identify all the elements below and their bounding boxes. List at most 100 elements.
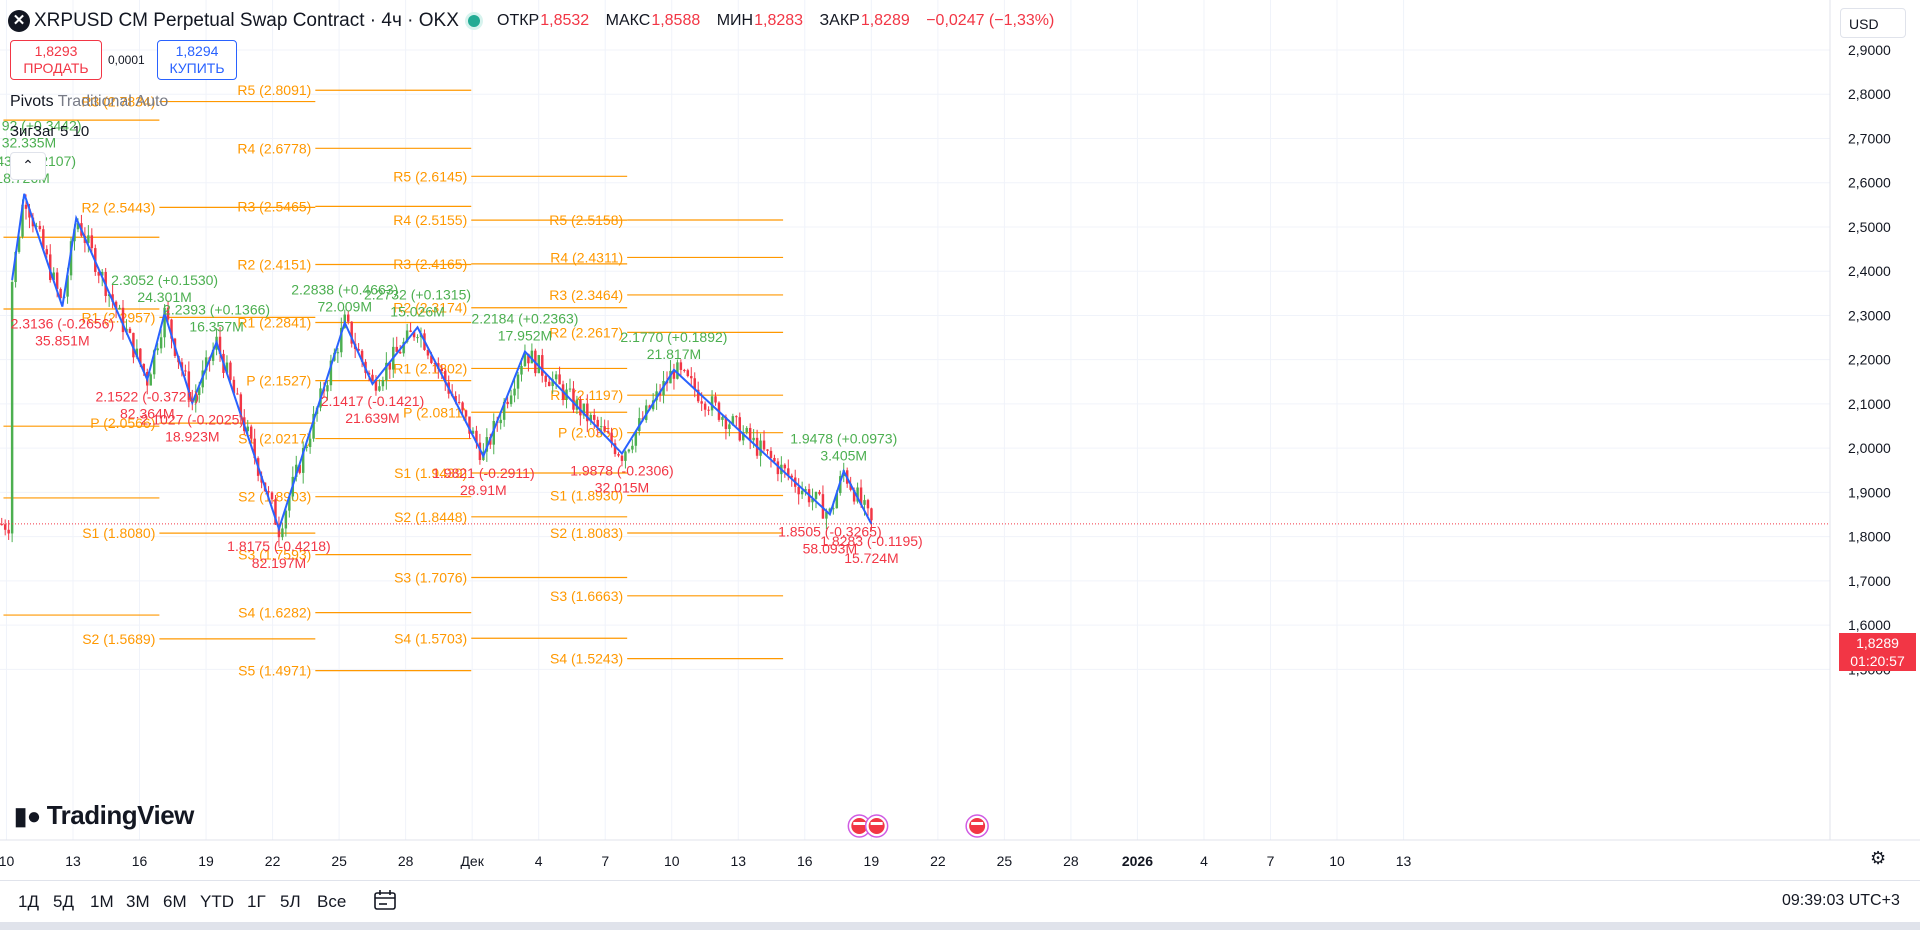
zigzag-labels: 2.5243 (+0.2107)18.726M92 (+0.3442)32.33… <box>0 117 923 571</box>
candle-body <box>520 366 523 375</box>
high-value: 1,8588 <box>651 12 701 29</box>
candle-body <box>783 464 787 469</box>
symbol-logo-icon[interactable]: ✕ <box>8 10 30 32</box>
candle-body <box>35 225 38 227</box>
candle-body <box>97 271 100 276</box>
pivot-level-label: R2 (2.2617) <box>549 324 623 340</box>
range-6m-button[interactable]: 6М <box>163 892 187 911</box>
candle-body <box>849 483 852 490</box>
candle-body <box>863 500 866 505</box>
candle-body <box>236 393 239 395</box>
candle-body <box>575 399 579 410</box>
candle-body <box>589 415 593 422</box>
candle-body <box>631 445 634 450</box>
calendar-icon[interactable] <box>373 889 397 911</box>
pivot-level-label: P (2.0350) <box>558 425 623 441</box>
zigzag-change-label: 1.9878 (-0.2306) <box>570 463 674 479</box>
candle-body <box>371 374 374 381</box>
candle-body <box>76 223 80 230</box>
indicator-zigzag[interactable]: ЗигЗаг 5 10 <box>10 123 89 140</box>
tradingview-logo[interactable]: ▮● TradingView <box>14 800 194 831</box>
market-status-icon[interactable] <box>468 15 480 27</box>
utc-clock[interactable]: 09:39:03 UTC+3 <box>1782 892 1900 909</box>
candle-body <box>828 508 832 512</box>
range-3m-button[interactable]: 3М <box>126 892 150 911</box>
candle-body <box>440 368 444 371</box>
candle-body <box>825 511 828 519</box>
pivot-level-label: R5 (2.5158) <box>549 212 623 228</box>
candle-body <box>620 455 624 461</box>
pivot-level-label: R2 (2.5443) <box>81 199 155 215</box>
candle-body <box>492 420 495 445</box>
currency-select[interactable]: USD <box>1840 8 1906 38</box>
range-5d-button[interactable]: 5Д <box>53 892 74 911</box>
pivot-level-label: S4 (1.5243) <box>550 651 623 667</box>
candle-body <box>603 426 606 432</box>
price-tick-label: 2,7000 <box>1848 130 1891 146</box>
time-tick-label: 4 <box>535 853 543 869</box>
event-flag-stripe <box>971 822 984 825</box>
zigzag-volume-label: 72.009M <box>318 299 372 315</box>
indicator-pivots[interactable]: Pivots Traditional Auto <box>10 93 168 111</box>
candle-body <box>267 491 270 493</box>
candle-body <box>835 493 839 509</box>
zigzag-volume-label: 15.026M <box>390 303 444 319</box>
last-price-tag: 1,8289 01:20:57 <box>1839 633 1916 671</box>
symbol-title[interactable]: XRPUSD CM Perpetual Swap Contract · 4ч ·… <box>34 10 459 31</box>
zigzag-volume-label: 35.851M <box>35 333 89 349</box>
range-1y-button[interactable]: 1Г <box>247 892 266 911</box>
range-ytd-button[interactable]: YTD <box>200 892 234 911</box>
candle-body <box>347 314 350 322</box>
candle-body <box>728 424 731 429</box>
candle-body <box>194 395 198 403</box>
event-markers <box>847 814 989 838</box>
candle-body <box>773 457 776 462</box>
candle-body <box>683 369 686 371</box>
range-1m-button[interactable]: 1М <box>90 892 114 911</box>
candle-body <box>218 336 222 354</box>
candle-body <box>769 450 773 458</box>
candle-body <box>90 235 94 249</box>
candle-body <box>821 494 825 519</box>
candle-body <box>416 337 419 339</box>
candle-body <box>118 307 121 310</box>
candle-body <box>735 416 738 418</box>
candle-body <box>790 475 793 478</box>
candle-body <box>686 370 690 377</box>
candle-body <box>745 427 748 433</box>
pivot-level-label: S1 (1.9439) <box>394 465 467 481</box>
settings-gear-icon[interactable]: ⚙ <box>1870 848 1887 868</box>
candle-body <box>28 208 31 218</box>
candle-body <box>818 491 821 495</box>
candle-body <box>696 389 700 402</box>
zigzag-volume-label: 28.91M <box>460 482 507 498</box>
zigzag-change-label: 1.8505 (-0.3265) <box>778 523 882 539</box>
candle-body <box>405 330 409 342</box>
range-5y-button[interactable]: 5Л <box>280 892 301 911</box>
indicator-zigzag-name: ЗигЗаг <box>10 123 56 140</box>
range-1d-button[interactable]: 1Д <box>18 892 39 911</box>
time-tick-label: 22 <box>265 853 281 869</box>
candle-body <box>170 319 173 339</box>
pivot-level-label: R1 (2.1802) <box>393 360 467 376</box>
candle-body <box>239 394 243 418</box>
zigzag-change-label: 2.2838 (+0.4663) <box>291 282 398 298</box>
zigzag-volume-label: 21.817M <box>647 346 701 362</box>
zigzag-volume-label: 18.923M <box>165 429 219 445</box>
pivot-level-label: S1 (2.0217) <box>238 431 311 447</box>
time-tick-label: 19 <box>864 853 880 869</box>
sell-price: 1,8293 <box>34 43 78 59</box>
zigzag-polyline <box>11 193 873 533</box>
chevron-up-icon[interactable]: ⌃ <box>10 152 46 180</box>
pivot-level-label: S5 (1.4971) <box>238 663 311 679</box>
candle-body <box>509 395 513 405</box>
pivot-level-label: R1 (2.1197) <box>550 387 623 403</box>
pivot-level-label: R3 (2.4165) <box>393 256 467 272</box>
pivot-level-label: R5 (2.8091) <box>237 82 311 98</box>
candle-body <box>499 419 502 424</box>
sell-button[interactable]: 1,8293 ПРОДАТЬ <box>10 40 102 80</box>
candle-body <box>398 351 402 354</box>
buy-button[interactable]: 1,8294 КУПИТЬ <box>157 40 237 80</box>
range-all-button[interactable]: Все <box>317 892 347 911</box>
